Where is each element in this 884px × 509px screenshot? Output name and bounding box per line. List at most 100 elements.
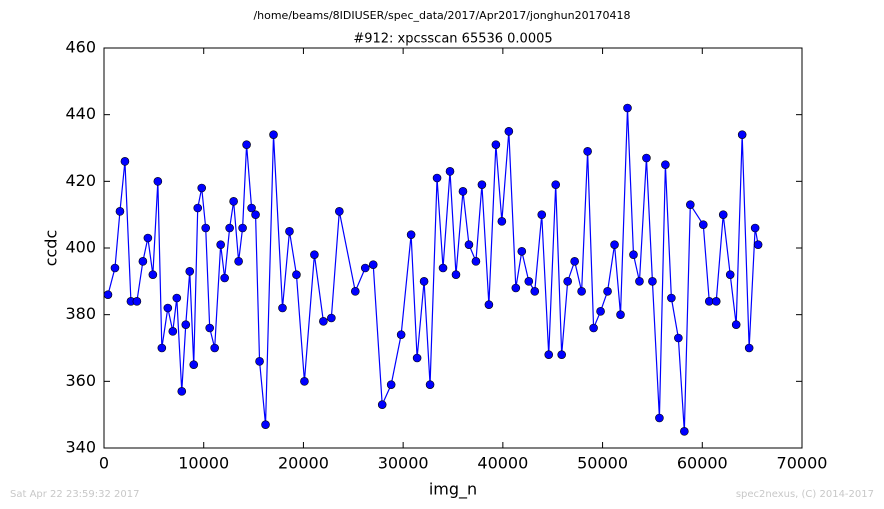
data-point bbox=[238, 223, 247, 233]
data-point bbox=[686, 200, 695, 209]
data-point bbox=[577, 287, 586, 296]
data-point bbox=[464, 240, 474, 249]
data-point bbox=[737, 130, 747, 139]
data-point bbox=[731, 320, 741, 329]
y-tick-label: 420 bbox=[65, 171, 96, 190]
data-point bbox=[216, 240, 225, 249]
data-point bbox=[377, 400, 387, 409]
data-point bbox=[570, 257, 579, 266]
data-point bbox=[438, 263, 448, 273]
data-point bbox=[157, 343, 167, 353]
data-point bbox=[335, 207, 344, 216]
data-point bbox=[269, 130, 278, 139]
x-tick-label: 60000 bbox=[677, 454, 728, 473]
footer-left: Sat Apr 22 23:59:32 2017 bbox=[10, 489, 140, 500]
data-point bbox=[610, 240, 619, 249]
data-point bbox=[261, 420, 270, 429]
data-point bbox=[661, 160, 670, 169]
data-point bbox=[497, 217, 507, 226]
data-point bbox=[163, 303, 173, 313]
data-point bbox=[603, 287, 612, 296]
data-point bbox=[517, 247, 527, 256]
x-tick-label: 50000 bbox=[577, 454, 628, 473]
data-point bbox=[524, 277, 534, 286]
data-point bbox=[425, 380, 435, 389]
data-point bbox=[451, 270, 461, 279]
data-point bbox=[172, 293, 182, 303]
data-point bbox=[419, 277, 429, 286]
data-point bbox=[698, 220, 708, 229]
data-point bbox=[674, 333, 683, 343]
x-tick-label: 70000 bbox=[777, 454, 828, 473]
data-point bbox=[177, 387, 187, 396]
data-point bbox=[629, 250, 638, 259]
data-point bbox=[412, 353, 422, 363]
data-point bbox=[201, 223, 211, 233]
data-point bbox=[181, 320, 191, 329]
data-point bbox=[725, 270, 735, 279]
data-point bbox=[484, 300, 494, 309]
plot-frame bbox=[103, 47, 803, 449]
data-point bbox=[635, 277, 644, 286]
data-point bbox=[193, 203, 203, 213]
data-point bbox=[319, 317, 328, 326]
data-point bbox=[115, 207, 125, 216]
data-point bbox=[120, 157, 130, 166]
data-point bbox=[511, 283, 521, 293]
data-point bbox=[185, 267, 195, 276]
y-tick-label: 460 bbox=[65, 38, 96, 57]
x-tick-label: 10000 bbox=[178, 454, 229, 473]
data-point bbox=[744, 343, 754, 353]
y-tick-label: 380 bbox=[65, 304, 96, 323]
data-point bbox=[386, 380, 396, 389]
data-point bbox=[327, 313, 336, 323]
data-point bbox=[205, 323, 214, 333]
data-point bbox=[234, 257, 243, 266]
data-point bbox=[396, 330, 406, 339]
data-point bbox=[278, 303, 287, 313]
y-tick-label: 440 bbox=[65, 104, 96, 123]
data-point bbox=[247, 203, 256, 213]
data-point bbox=[310, 250, 319, 259]
data-point bbox=[251, 210, 260, 219]
data-point bbox=[458, 187, 468, 196]
data-point bbox=[648, 277, 657, 286]
data-point bbox=[589, 323, 598, 333]
data-point bbox=[491, 140, 501, 149]
data-point bbox=[642, 153, 651, 163]
data-point bbox=[596, 307, 605, 316]
data-point bbox=[197, 183, 207, 193]
x-tick-label: 40000 bbox=[477, 454, 528, 473]
y-axis-label: ccdc bbox=[42, 230, 61, 267]
data-point bbox=[623, 103, 632, 113]
data-point bbox=[471, 257, 481, 266]
data-point bbox=[143, 233, 153, 243]
chart-title: #912: xpcsscan 65536 0.0005 bbox=[353, 32, 552, 47]
data-point bbox=[616, 310, 625, 319]
data-point bbox=[537, 210, 547, 219]
x-tick-label: 20000 bbox=[278, 454, 329, 473]
data-point bbox=[110, 263, 120, 273]
data-point bbox=[225, 223, 234, 233]
suptitle: /home/beams/8IDIUSER/spec_data/2017/Apr2… bbox=[253, 9, 630, 22]
data-point bbox=[229, 197, 238, 206]
data-point bbox=[138, 257, 148, 266]
data-point bbox=[210, 343, 219, 353]
data-point bbox=[551, 180, 561, 189]
data-point bbox=[132, 297, 142, 306]
y-tick-label: 340 bbox=[65, 438, 96, 457]
x-tick-label: 0 bbox=[99, 454, 109, 473]
data-point bbox=[711, 297, 721, 306]
data-point bbox=[292, 270, 301, 279]
data-point bbox=[750, 223, 760, 233]
data-point bbox=[406, 230, 416, 239]
x-axis-label: img_n bbox=[429, 480, 477, 500]
data-point bbox=[445, 167, 455, 176]
y-tick-label: 360 bbox=[65, 371, 96, 390]
data-point bbox=[368, 260, 378, 269]
footer-right: spec2nexus, (C) 2014-2017 bbox=[736, 489, 874, 500]
data-point bbox=[148, 270, 158, 279]
data-point bbox=[255, 357, 264, 366]
data-point bbox=[557, 350, 566, 359]
